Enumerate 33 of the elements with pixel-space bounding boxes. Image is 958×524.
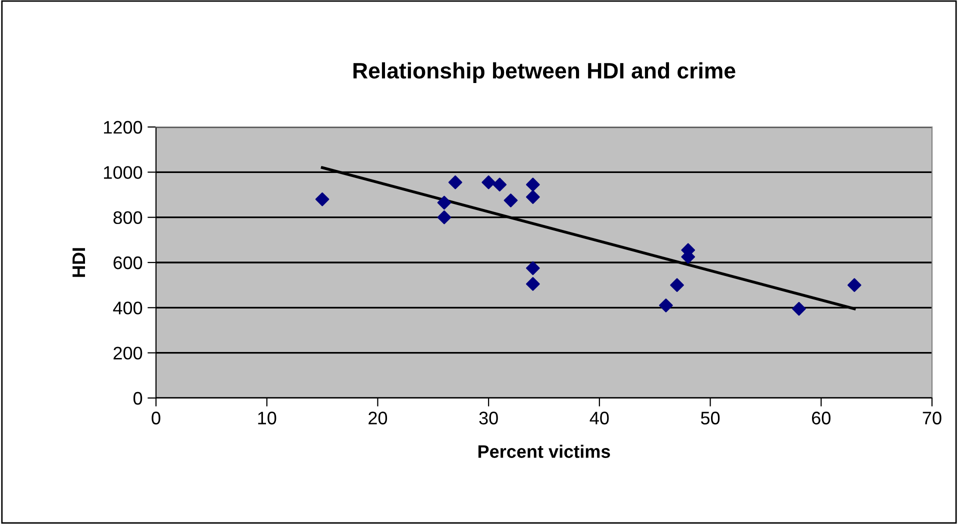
point [437,196,452,210]
x-tick-label: 30 [479,412,498,424]
x-tick-label: 40 [590,412,609,424]
x-axis-title: Percent victims [478,444,610,458]
y-tick-label: 400 [113,302,142,314]
x-tick-label: 50 [700,412,720,424]
y-tick-label: 600 [114,256,142,270]
y-axis-title: HDI [72,248,86,277]
point [526,190,540,204]
point [482,175,496,190]
point [437,210,452,224]
y-tick-label: 800 [113,211,142,224]
chart-title: Relationship between HDI and crime [353,62,736,83]
y-tick-label: 1000 [104,166,142,179]
point [526,261,540,276]
point [526,178,540,192]
x-tick-label: 20 [368,412,388,424]
x-tick-label: 0 [152,412,160,424]
point [670,278,684,292]
x-tick-label: 70 [922,412,942,424]
y-tick-label: 200 [114,346,142,360]
point [492,178,507,192]
point [504,193,518,208]
y-tick-label: 1200 [104,120,142,134]
point [315,192,330,206]
point [847,278,862,292]
point [792,302,806,316]
point [448,175,462,190]
point [526,277,540,291]
x-tick-label: 60 [812,412,830,424]
y-tick-label: 0 [133,392,142,405]
x-tick-label: 10 [258,412,276,424]
point [659,298,673,312]
